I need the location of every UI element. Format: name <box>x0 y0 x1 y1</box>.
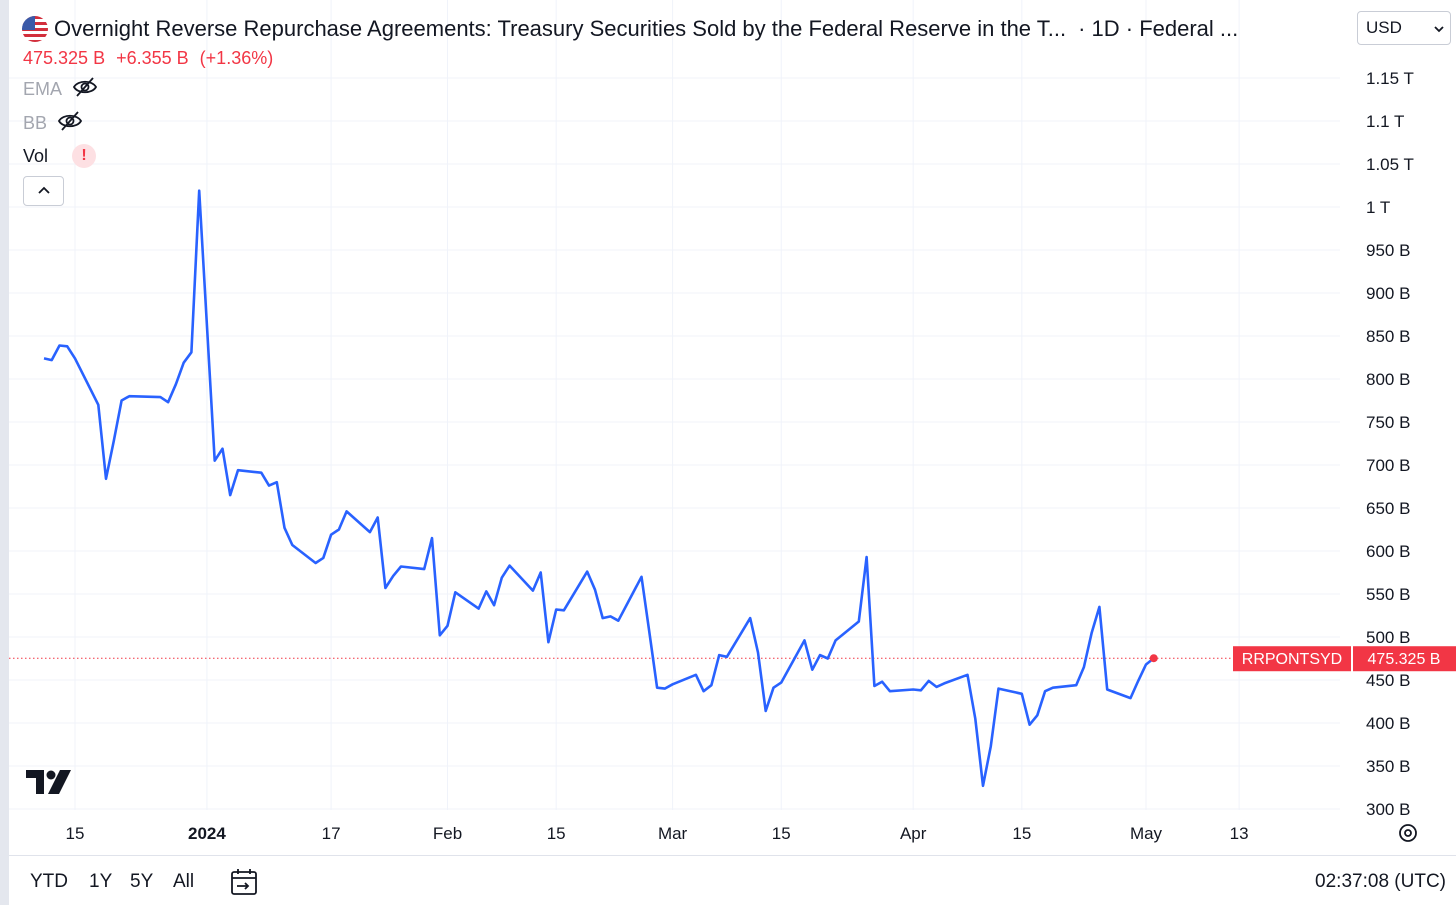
x-tick-label: Mar <box>658 824 688 843</box>
y-tick-label: 300 B <box>1366 800 1410 819</box>
x-tick-label: 15 <box>772 824 791 843</box>
x-tick-label: 15 <box>1012 824 1031 843</box>
range-ytd-button[interactable]: YTD <box>30 871 68 892</box>
eye-off-icon[interactable] <box>72 76 98 103</box>
us-flag-icon <box>22 16 48 42</box>
y-tick-label: 350 B <box>1366 757 1410 776</box>
y-tick-label: 900 B <box>1366 284 1410 303</box>
chart-title[interactable]: Overnight Reverse Repurchase Agreements:… <box>54 16 1067 41</box>
eye-off-icon[interactable] <box>57 110 83 137</box>
left-border <box>0 0 9 905</box>
range-all-button[interactable]: All <box>173 871 195 892</box>
symbol-label-text: RRPONTSYD <box>1242 651 1342 668</box>
x-tick-label: 15 <box>66 824 85 843</box>
range-5y-button[interactable]: 5Y <box>130 871 154 892</box>
series-line[interactable] <box>43 189 1155 788</box>
x-tick-label: May <box>1130 824 1163 843</box>
currency-select[interactable]: USD <box>1357 11 1451 45</box>
x-tick-label: 17 <box>322 824 341 843</box>
last-value-text: 475.325 B <box>1368 651 1441 668</box>
currency-value: USD <box>1366 18 1402 37</box>
y-tick-label: 1 T <box>1366 198 1390 217</box>
last-price: 475.325 B <box>23 48 106 68</box>
last-value-label[interactable]: 475.325 B <box>1353 646 1456 672</box>
axis-settings-icon[interactable] <box>1399 824 1417 842</box>
price-change: +6.355 B <box>116 48 189 68</box>
y-tick-label: 650 B <box>1366 499 1410 518</box>
indicator-ema[interactable]: EMA <box>23 76 98 103</box>
y-tick-label: 500 B <box>1366 628 1410 647</box>
price-row: 475.325 B +6.355 B (+1.36%) <box>23 48 279 69</box>
calendar-goto-icon[interactable] <box>229 868 259 901</box>
indicator-bb-label: BB <box>23 113 48 133</box>
bottom-toolbar: YTD 1Y 5Y All 02:37:08 (UTC) <box>9 855 1456 906</box>
symbol-price-label[interactable]: RRPONTSYD <box>1233 646 1351 672</box>
utc-clock[interactable]: 02:37:08 (UTC) <box>1315 871 1446 892</box>
y-tick-label: 700 B <box>1366 456 1410 475</box>
chart-interval-source[interactable]: · 1D · Federal ... <box>1078 16 1239 41</box>
indicator-vol-label: Vol <box>23 145 49 166</box>
x-tick-label: Feb <box>433 824 462 843</box>
indicator-bb[interactable]: BB <box>23 110 83 137</box>
collapse-legend-button[interactable] <box>23 176 64 206</box>
y-tick-label: 800 B <box>1366 370 1410 389</box>
tradingview-logo-icon[interactable] <box>26 770 72 799</box>
y-tick-label: 1.1 T <box>1366 112 1404 131</box>
chart-header: Overnight Reverse Repurchase Agreements:… <box>22 14 1238 44</box>
y-tick-label: 1.05 T <box>1366 155 1414 174</box>
price-change-pct: (+1.36%) <box>199 48 274 68</box>
y-tick-label: 850 B <box>1366 327 1410 346</box>
chevron-up-icon <box>37 182 51 200</box>
x-tick-label: 15 <box>547 824 566 843</box>
x-tick-label: 13 <box>1230 824 1249 843</box>
chevron-down-icon <box>1434 18 1444 38</box>
y-tick-label: 400 B <box>1366 714 1410 733</box>
x-tick-label: 2024 <box>188 824 226 843</box>
indicator-vol[interactable]: Vol ! <box>23 144 97 168</box>
y-tick-label: 1.15 T <box>1366 69 1414 88</box>
y-tick-label: 750 B <box>1366 413 1410 432</box>
warning-icon[interactable]: ! <box>72 144 97 168</box>
y-tick-label: 950 B <box>1366 241 1410 260</box>
indicator-ema-label: EMA <box>23 79 63 99</box>
y-tick-label: 550 B <box>1366 585 1410 604</box>
x-tick-label: Apr <box>900 824 927 843</box>
y-tick-label: 600 B <box>1366 542 1410 561</box>
y-tick-label: 450 B <box>1366 671 1410 690</box>
last-point-marker <box>1149 654 1158 663</box>
range-1y-button[interactable]: 1Y <box>89 871 113 892</box>
